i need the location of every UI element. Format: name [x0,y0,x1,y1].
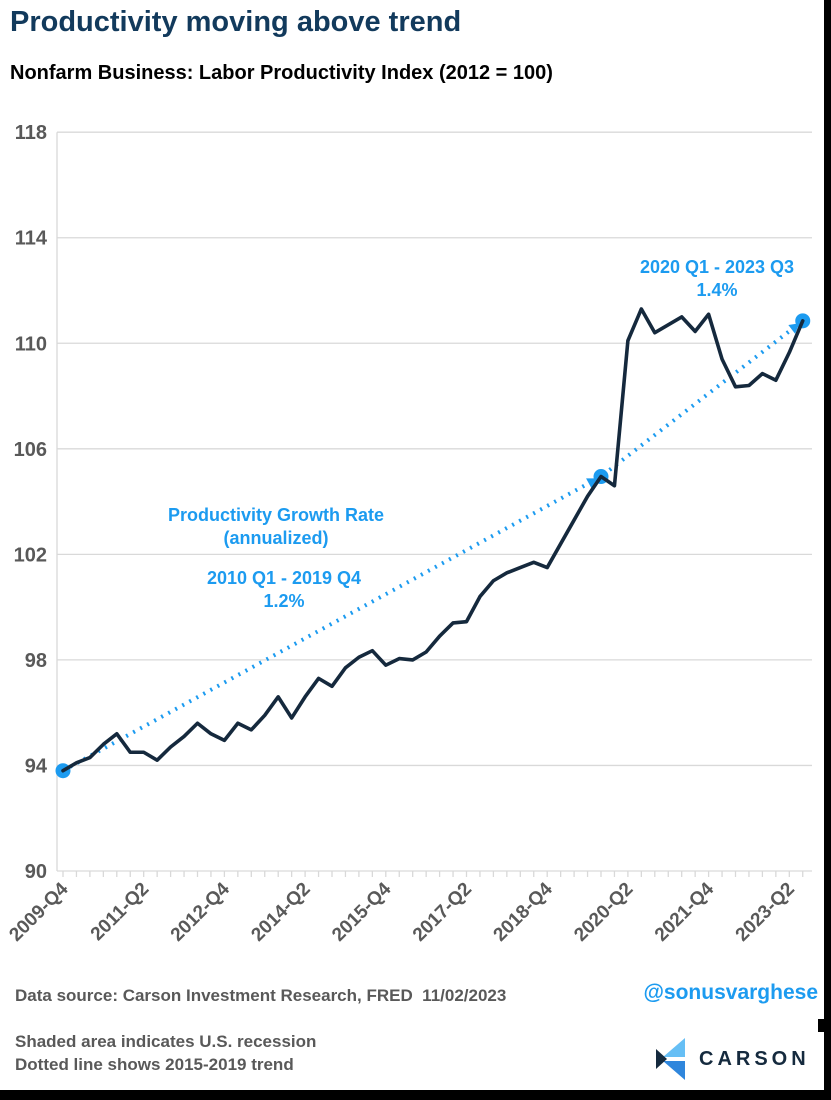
right-edge-bar [824,0,831,1100]
trend-line-group [55,313,811,779]
y-tick-label: 94 [25,755,48,777]
x-tick-label: 2009-Q4 [5,878,72,945]
carson-logo: CARSON [656,1037,810,1081]
trend-arrowhead [788,323,800,334]
productivity-line [61,307,805,773]
x-tick-label: 2020-Q2 [570,879,637,946]
twitter-handle[interactable]: @sonusvarghese [643,981,818,1004]
footnotes: Shaded area indicates U.S. recession Dot… [15,1030,316,1076]
y-tick-label: 114 [15,228,48,250]
x-tick-label: 2018-Q4 [490,878,557,945]
annotations: 2020 Q1 - 2023 Q3 1.4% Productivity Growth… [168,257,794,611]
trend-dotted-line [62,319,804,773]
carson-wordmark: CARSON [699,1047,810,1070]
y-grid: 90 94 98 102 106 110 114 118 [14,122,812,883]
x-tick-label: 2017-Q2 [409,879,476,946]
scrollbar-thumb[interactable] [818,1019,824,1032]
y-tick-label: 102 [14,544,47,566]
annotation-trend-prior: 2010 Q1 - 2019 Q4 1.2% [207,568,361,611]
x-axis: 2009-Q4 2011-Q2 2012-Q4 2014-Q2 2015-Q4 2017-… [5,871,804,946]
trend-arrowhead [586,478,598,489]
footnote-trend: Dotted line shows 2015-2019 trend [15,1055,294,1074]
bottom-edge-bar [0,1090,831,1100]
y-tick-label: 118 [15,122,47,144]
x-tick-label: 2011-Q2 [87,879,153,945]
y-tick-label: 90 [25,861,47,883]
chart-subtitle: Nonfarm Business: Labor Productivity Ind… [10,62,553,84]
x-tick-label: 2014-Q2 [247,879,314,946]
page-title: Productivity moving above trend [10,6,462,38]
x-tick-label: 2021-Q4 [651,878,718,945]
y-tick-label: 110 [15,333,47,355]
x-tick-label: 2012-Q4 [167,878,234,945]
y-tick-label: 98 [25,650,47,672]
x-tick-label: 2023-Q2 [732,879,799,946]
annotation-trend-title: Productivity Growth Rate (annualized) [168,505,384,548]
data-source-text: Data source: Carson Investment Research,… [15,986,507,1005]
carson-logo-icon [656,1038,685,1080]
x-tick-label: 2015-Q4 [328,878,395,945]
annotation-trend-recent: 2020 Q1 - 2023 Q3 1.4% [640,257,794,300]
productivity-chart: 90 94 98 102 106 110 114 118 2009-Q4 2011-Q2 2012-… [5,122,812,946]
y-tick-label: 106 [14,439,47,461]
footnote-recession: Shaded area indicates U.S. recession [15,1032,317,1051]
